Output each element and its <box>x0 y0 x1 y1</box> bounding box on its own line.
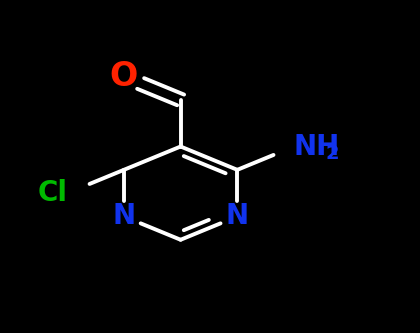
Text: N: N <box>226 202 249 230</box>
Text: 2: 2 <box>326 144 339 164</box>
Text: Cl: Cl <box>37 179 67 207</box>
Text: N: N <box>112 202 136 230</box>
Text: O: O <box>110 60 138 93</box>
Text: NH: NH <box>294 133 340 161</box>
